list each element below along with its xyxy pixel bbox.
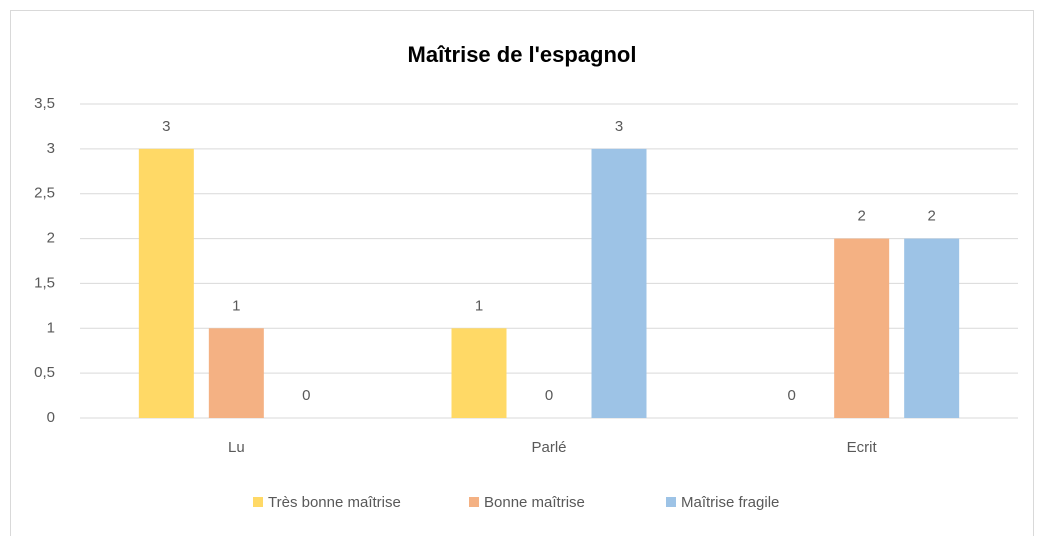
data-label: 3: [615, 118, 623, 135]
legend-swatch: [469, 497, 479, 507]
legend-swatch: [666, 497, 676, 507]
bar: [591, 148, 647, 418]
data-label: 3: [162, 118, 170, 135]
chart-title: Maîtrise de l'espagnol: [408, 42, 637, 67]
x-tick-label: Ecrit: [847, 439, 878, 456]
bar: [904, 238, 960, 418]
bar: [138, 148, 194, 418]
data-label: 1: [475, 297, 483, 314]
bar: [208, 328, 264, 418]
y-tick-label: 1: [47, 319, 55, 336]
y-tick-label: 3,5: [34, 95, 55, 112]
y-tick-label: 0: [47, 409, 55, 426]
data-label: 0: [545, 387, 553, 404]
legend-swatch: [253, 497, 263, 507]
bar: [834, 238, 890, 418]
y-tick-label: 2: [47, 230, 55, 247]
data-label: 1: [232, 297, 240, 314]
x-tick-label: Parlé: [531, 439, 566, 456]
bar: [451, 328, 507, 418]
data-label: 0: [302, 387, 310, 404]
legend-label: Très bonne maîtrise: [268, 494, 401, 511]
y-tick-label: 2,5: [34, 185, 55, 202]
data-label: 2: [857, 208, 865, 225]
legend-label: Bonne maîtrise: [484, 494, 585, 511]
data-label: 2: [927, 208, 935, 225]
x-tick-label: Lu: [228, 439, 245, 456]
y-tick-label: 0,5: [34, 364, 55, 381]
legend-label: Maîtrise fragile: [681, 494, 779, 511]
y-tick-label: 3: [47, 140, 55, 157]
y-tick-label: 1,5: [34, 274, 55, 291]
data-label: 0: [787, 387, 795, 404]
